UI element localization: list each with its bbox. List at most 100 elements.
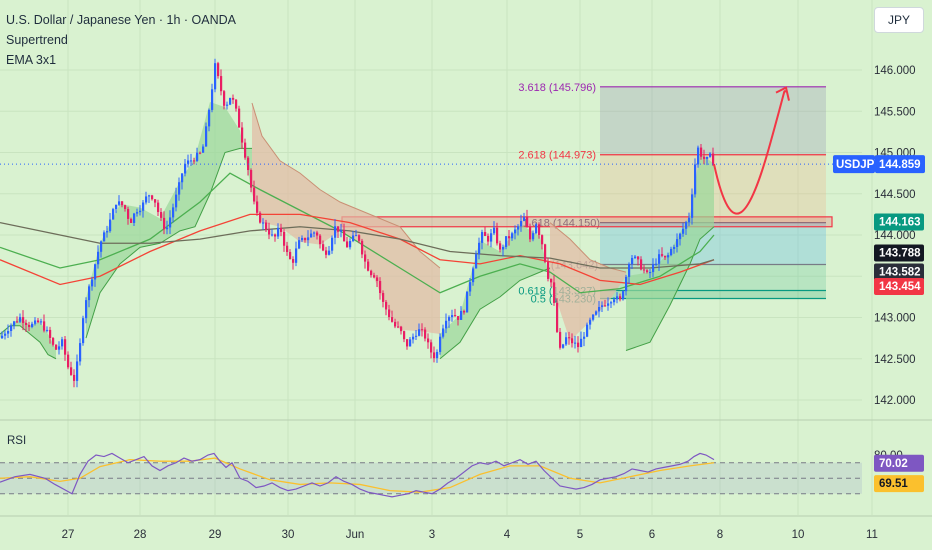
candle-body xyxy=(241,127,244,143)
candle-body xyxy=(619,296,622,300)
candle-body xyxy=(472,268,475,283)
candle-body xyxy=(172,207,175,218)
supertrend-label[interactable]: Supertrend xyxy=(6,33,68,47)
candle-body xyxy=(370,270,373,276)
candle-body xyxy=(646,270,649,273)
candle-body xyxy=(295,248,298,263)
candle-body xyxy=(460,310,463,320)
candle-body xyxy=(256,201,259,213)
candle-body xyxy=(265,222,268,230)
ema-label[interactable]: EMA 3x1 xyxy=(6,53,57,67)
candle-body xyxy=(58,346,61,350)
candle-body xyxy=(682,228,685,234)
candle-body xyxy=(658,254,661,264)
candle-body xyxy=(367,261,370,271)
candle-body xyxy=(451,315,454,318)
candle-body xyxy=(340,230,343,232)
candle-body xyxy=(418,329,421,336)
supertrend-down-fill xyxy=(550,222,626,341)
candle-body xyxy=(547,261,550,279)
candle-body xyxy=(454,315,457,317)
rsi-label[interactable]: RSI xyxy=(7,435,27,447)
candle-body xyxy=(235,99,238,109)
candle-body xyxy=(169,217,172,228)
fib-band xyxy=(600,86,826,155)
tag-143-454-text: 143.454 xyxy=(879,281,921,293)
candle-body xyxy=(586,324,589,337)
candle-body xyxy=(553,282,556,303)
ema-lines xyxy=(0,172,715,294)
candle-body xyxy=(28,324,31,327)
candle-body xyxy=(139,210,142,213)
candle-body xyxy=(229,97,232,105)
candle-body xyxy=(202,146,205,153)
candle-body xyxy=(271,234,274,236)
candle-body xyxy=(19,317,22,322)
candle-body xyxy=(475,254,478,269)
candle-body xyxy=(541,235,544,245)
currency-button[interactable]: JPY xyxy=(874,7,924,33)
candle-body xyxy=(106,231,109,233)
candle-body xyxy=(79,343,82,362)
projection-arrow-head xyxy=(775,86,790,101)
supertrend-up-line xyxy=(439,267,551,360)
candle-body xyxy=(631,257,634,265)
candle-body xyxy=(232,97,235,100)
symbol-tag-bg xyxy=(833,155,875,174)
supertrend-up-fill xyxy=(440,224,550,359)
candle-body xyxy=(610,302,613,304)
candle-body xyxy=(526,217,529,227)
candle-body xyxy=(628,264,631,277)
symbol-title[interactable]: U.S. Dollar / Japanese Yen · 1h · OANDA xyxy=(6,13,236,27)
candle-body xyxy=(496,227,499,244)
candle-body xyxy=(349,241,352,248)
candle-body xyxy=(505,236,508,247)
price-axis-label: 146.000 xyxy=(874,65,916,77)
candle-body xyxy=(592,314,595,320)
candle-body xyxy=(16,321,19,323)
candle-body xyxy=(412,336,415,340)
candle-body xyxy=(559,331,562,348)
rsi-value-tag-bg xyxy=(874,454,924,472)
candle-body xyxy=(487,235,490,242)
candle-body xyxy=(217,63,220,77)
chart-legend: U.S. Dollar / Japanese Yen · 1h · OANDA … xyxy=(6,10,236,70)
candle-body xyxy=(124,205,127,209)
candle-body xyxy=(679,233,682,240)
candle-body xyxy=(673,246,676,249)
candle-body xyxy=(31,323,34,327)
ema-green-line xyxy=(0,172,715,294)
time-axis-label: 3 xyxy=(429,529,435,541)
candle-body xyxy=(511,233,514,239)
candle-body xyxy=(250,170,253,188)
candle-body xyxy=(286,245,289,252)
rsi-line xyxy=(0,452,715,498)
candle-body xyxy=(253,187,256,202)
candle-body xyxy=(274,234,277,237)
candle-body xyxy=(358,235,361,241)
candle-body xyxy=(136,212,139,214)
candle-body xyxy=(100,241,103,252)
candle-body xyxy=(157,202,160,213)
candle-body xyxy=(277,227,280,237)
candle-body xyxy=(388,309,391,318)
candle-body xyxy=(310,233,313,238)
candle-body xyxy=(346,241,349,248)
fib-level-label: 2.618 (144.973) xyxy=(518,150,596,162)
fib-band xyxy=(600,222,826,265)
candle-body xyxy=(34,320,37,324)
price-axis-label: 144.000 xyxy=(874,230,916,242)
candle-body xyxy=(445,320,448,329)
candle-body xyxy=(22,317,25,323)
tag-143-788: 143.788 xyxy=(874,244,924,262)
time-axis-label: 30 xyxy=(282,529,295,541)
candle-body xyxy=(331,237,334,251)
candle-body xyxy=(130,218,133,223)
candle-body xyxy=(316,232,319,236)
candle-body xyxy=(226,104,229,106)
candle-body xyxy=(82,318,85,344)
candle-body xyxy=(661,254,664,256)
